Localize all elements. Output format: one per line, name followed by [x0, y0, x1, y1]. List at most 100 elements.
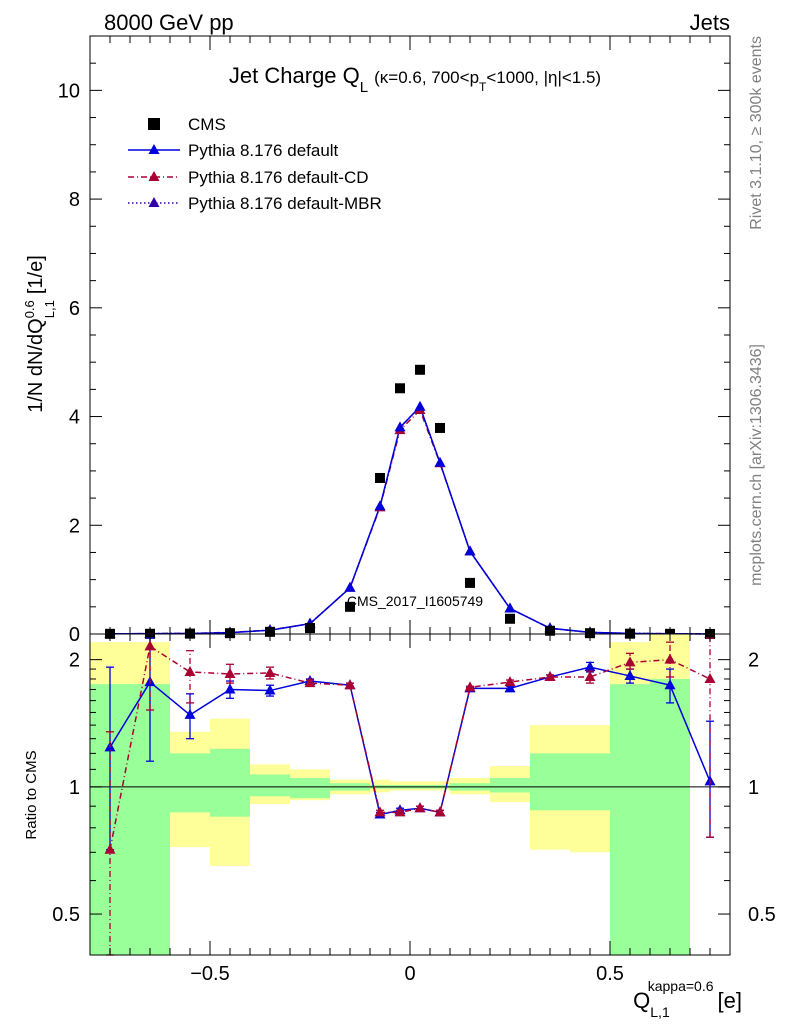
main-frame	[89, 35, 731, 635]
ratio-point	[504, 676, 516, 687]
x-axis-label: QL,1 kappa=0.6[e]	[633, 978, 742, 1020]
main-point	[394, 421, 406, 432]
main-ylabel-sub: L,1	[42, 300, 57, 318]
ratio-band-inner-bin	[250, 774, 290, 797]
ratio-point	[344, 679, 356, 690]
xlabel-text: Q	[633, 988, 650, 1013]
ratio-point	[664, 679, 676, 690]
legend-marker	[148, 144, 160, 154]
ratio-point	[624, 656, 636, 667]
ratio-point	[504, 682, 516, 693]
main-title-text: Jet Charge Q	[229, 63, 360, 88]
main-y-tick-label: 10	[58, 80, 80, 102]
main-ylabel-sup: 0.6	[22, 300, 37, 318]
ratio-band-inner-bin	[210, 748, 250, 817]
main-y-axis-label: 1/N dN/dQ0.6 L,1 [1/e]	[22, 255, 57, 413]
ratio-point	[144, 640, 156, 651]
main-y-tick-label: 8	[69, 189, 80, 211]
main-point	[504, 602, 516, 613]
cms-data-point	[465, 577, 475, 588]
legend-entry: Pythia 8.176 default-MBR	[188, 194, 382, 213]
header-left: 8000 GeV pp	[104, 10, 234, 35]
legend-marker	[148, 171, 160, 181]
ratio-y-axis-label: Ratio to CMS	[23, 750, 40, 839]
ratio-band-inner-bin	[650, 678, 690, 955]
ratio-point	[664, 653, 676, 664]
cms-data-point	[345, 601, 355, 612]
legend-entry: CMS	[188, 115, 226, 134]
ratio-y-tick-label-left: 0.5	[52, 904, 80, 926]
main-title-sub: L	[360, 79, 368, 96]
analysis-watermark: CMS_2017_I1605749	[347, 593, 483, 609]
ratio-point	[104, 843, 116, 854]
ratio-point	[544, 670, 556, 681]
main-y-tick-label: 2	[69, 515, 80, 537]
cms-data-point	[505, 613, 515, 624]
ratio-point	[374, 806, 386, 817]
main-plot-area: CMS_2017_I1605749 CMS Pythia 8.176 default…	[58, 35, 731, 646]
ratio-point	[584, 661, 596, 672]
header-right: Jets	[690, 10, 730, 35]
xlabel-unit: [e]	[718, 988, 742, 1013]
ratio-y-tick-label-right: 0.5	[748, 904, 776, 926]
main-ylabel-unit: [1/e]	[25, 255, 47, 294]
ratio-point	[584, 670, 596, 681]
ratio-point	[464, 681, 476, 692]
rivet-label: Rivet 3.1.10, ≥ 300k events	[748, 36, 765, 230]
xlabel-sub: L,1	[650, 1004, 670, 1020]
legend-entry: Pythia 8.176 default	[188, 141, 339, 160]
main-point	[344, 581, 356, 592]
ratio-band-inner-bin	[490, 777, 530, 793]
main-y-tick-label: 0	[69, 624, 80, 646]
legend-marker	[148, 197, 160, 207]
ratio-point	[224, 683, 236, 694]
mcplots-label: mcplots.cern.ch [arXiv:1306.3436]	[748, 344, 765, 586]
main-title: Jet Charge QL (κ=0.6, 700<pT<1000, |η|<1.…	[229, 63, 601, 96]
x-tick-label: −0.5	[190, 963, 229, 985]
ratio-y-tick-label-right: 2	[748, 650, 759, 672]
ratio-point	[184, 665, 196, 676]
main-ylabel-text: 1/N dN/dQ	[25, 318, 47, 412]
ratio-point	[304, 677, 316, 688]
ratio-band-inner-bin	[610, 684, 650, 955]
main-point	[414, 400, 426, 411]
ratio-point	[224, 667, 236, 678]
ratio-series-line	[109, 666, 711, 816]
main-point	[464, 545, 476, 556]
cms-data-point	[395, 383, 405, 394]
ratio-band-inner-bin	[530, 753, 570, 811]
main-title-params-sub: T	[479, 80, 487, 94]
ratio-point	[704, 672, 716, 683]
ratio-point	[394, 806, 406, 817]
cms-data-point	[415, 364, 425, 375]
ratio-y-tick-label-left: 2	[69, 650, 80, 672]
legend-marker-cms	[148, 118, 160, 130]
ratio-y-tick-label-left: 1	[69, 777, 80, 799]
x-tick-label: 0	[404, 963, 415, 985]
ratio-band-inner-bin	[570, 753, 610, 811]
xlabel-sup: kappa=0.6	[648, 978, 714, 994]
cms-data-point	[375, 472, 385, 483]
main-title-params: (κ=0.6, 700<p	[374, 68, 479, 87]
cms-data-point	[435, 422, 445, 433]
x-tick-label: 0.5	[596, 963, 624, 985]
ratio-y-tick-label-right: 1	[748, 777, 759, 799]
ratio-point	[264, 666, 276, 677]
ratio-point	[624, 669, 636, 680]
ratio-point	[434, 806, 446, 817]
main-series-line	[109, 405, 711, 635]
legend-entry: Pythia 8.176 default-CD	[188, 168, 369, 187]
ratio-series-line	[109, 645, 711, 850]
ratio-point	[414, 802, 426, 813]
main-y-tick-label: 6	[69, 298, 80, 320]
main-y-tick-label: 4	[69, 407, 80, 429]
ratio-band-inner-bin	[170, 753, 210, 813]
main-point	[434, 456, 446, 467]
ratio-band-inner-bin	[290, 777, 330, 799]
ratio-point	[264, 684, 276, 695]
main-title-params-end: <1000, |η|<1.5)	[486, 68, 601, 87]
ratio-point	[184, 708, 196, 719]
ratio-band-inner-bin	[90, 684, 170, 955]
main-point	[374, 500, 386, 511]
